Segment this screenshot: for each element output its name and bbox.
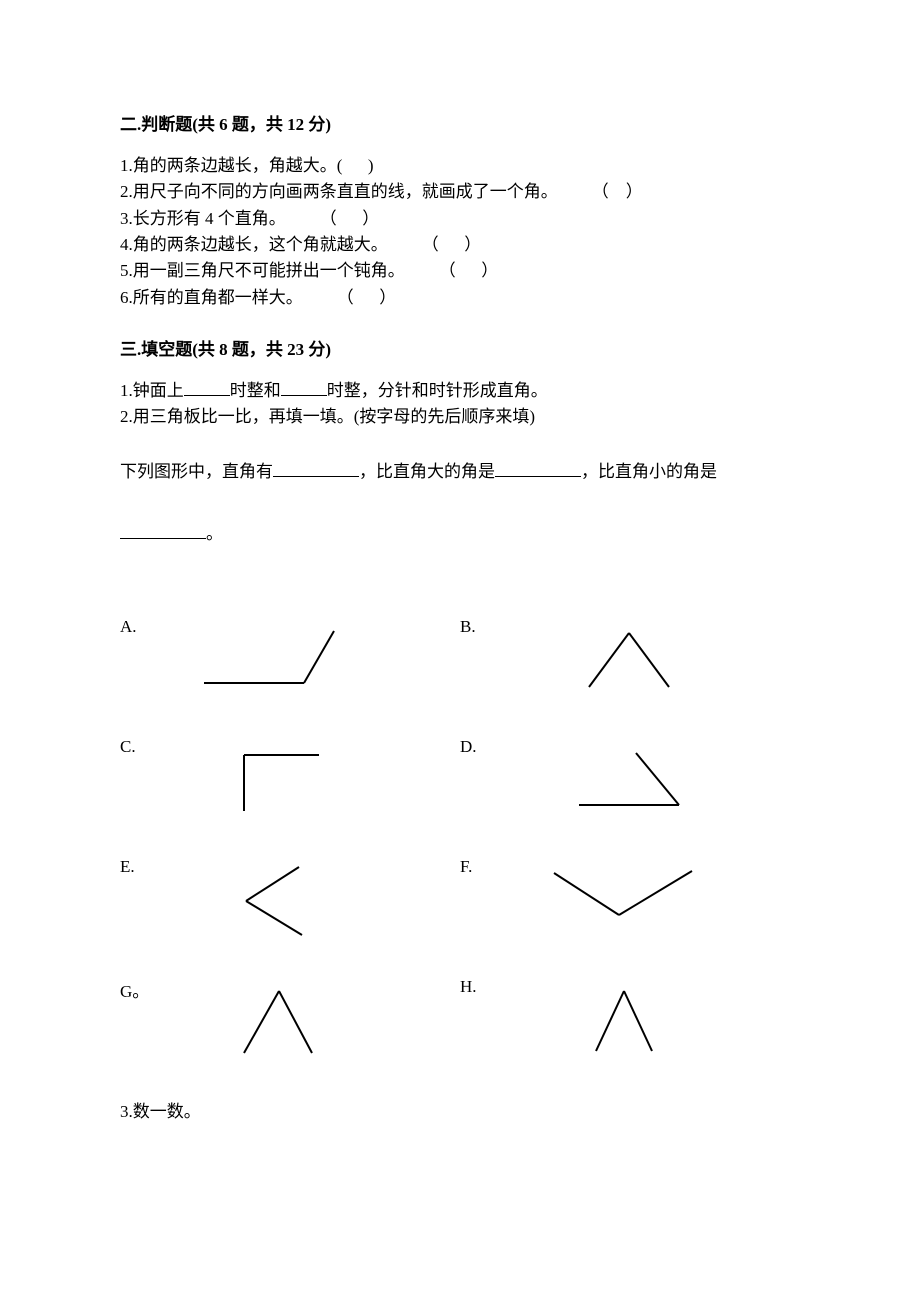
figure-label: C. (120, 733, 174, 757)
fill-item-2-desc-end: 。 (120, 521, 800, 547)
judge-item-2: 2.用尺子向不同的方向画两条直直的线，就画成了一个角。 （ ） (120, 179, 800, 205)
angle-figure (514, 733, 714, 823)
angle-figure (514, 853, 714, 943)
fill-item-2: 2.用三角板比一比，再填一填。(按字母的先后顺序来填) (120, 404, 800, 430)
q1-part-1: 1.钟面上 (120, 381, 184, 400)
q2-desc-end: 。 (206, 524, 223, 543)
fill-item-2-desc: 下列图形中，直角有 ，比直角大的角是 ，比直角小的角是 (120, 459, 800, 485)
blank (120, 521, 206, 539)
figure-row: C. D. (120, 733, 800, 823)
section-2-heading: 二.判断题(共 6 题，共 12 分) (120, 110, 800, 135)
angle-figure (174, 853, 374, 943)
angle-figure (174, 973, 374, 1063)
figure-cell-A: A. (120, 613, 460, 703)
judge-item-4: 4.角的两条边越长，这个角就越大。 （ ） (120, 232, 800, 258)
angle-figure (174, 733, 374, 823)
q2-desc-3: ，比直角小的角是 (581, 462, 717, 481)
figure-cell-G: G。 (120, 973, 460, 1063)
fill-item-3: 3.数一数。 (120, 1099, 800, 1125)
judge-item-1: 1.角的两条边越长，角越大。( ) (120, 153, 800, 179)
section-3-heading: 三.填空题(共 8 题，共 23 分) (120, 335, 800, 360)
figure-label: D. (460, 733, 514, 757)
q2-desc-2: ，比直角大的角是 (359, 462, 495, 481)
judge-item-6: 6.所有的直角都一样大。 （ ） (120, 285, 800, 311)
figure-row: E. F. (120, 853, 800, 943)
figure-cell-F: F. (460, 853, 800, 943)
figure-cell-C: C. (120, 733, 460, 823)
blank (273, 459, 359, 477)
figure-cell-H: H. (460, 973, 800, 1063)
angle-figure (514, 973, 714, 1063)
fill-item-1: 1.钟面上 时整和 时整，分针和时针形成直角。 (120, 378, 800, 404)
figure-row: A. B. (120, 613, 800, 703)
page: 二.判断题(共 6 题，共 12 分) 1.角的两条边越长，角越大。( ) 2.… (0, 0, 920, 1302)
figure-grid: A. B. C. (120, 613, 800, 1063)
q2-desc-1: 下列图形中，直角有 (120, 462, 273, 481)
figure-label: A. (120, 613, 174, 637)
judge-item-3: 3.长方形有 4 个直角。 （ ） (120, 206, 800, 232)
figure-label: F. (460, 853, 514, 877)
blank (495, 459, 581, 477)
figure-label: E. (120, 853, 174, 877)
figure-label: G。 (120, 973, 174, 1002)
blank (281, 378, 327, 396)
judge-item-5: 5.用一副三角尺不可能拼出一个钝角。 （ ） (120, 258, 800, 284)
figure-label: H. (460, 973, 514, 997)
angle-figure (174, 613, 374, 703)
q1-part-2: 时整和 (230, 381, 281, 400)
figure-cell-E: E. (120, 853, 460, 943)
figure-cell-B: B. (460, 613, 800, 703)
figure-cell-D: D. (460, 733, 800, 823)
figure-row: G。 H. (120, 973, 800, 1063)
blank (184, 378, 230, 396)
figure-label: B. (460, 613, 514, 637)
q1-part-3: 时整，分针和时针形成直角。 (327, 381, 548, 400)
angle-figure (514, 613, 714, 703)
